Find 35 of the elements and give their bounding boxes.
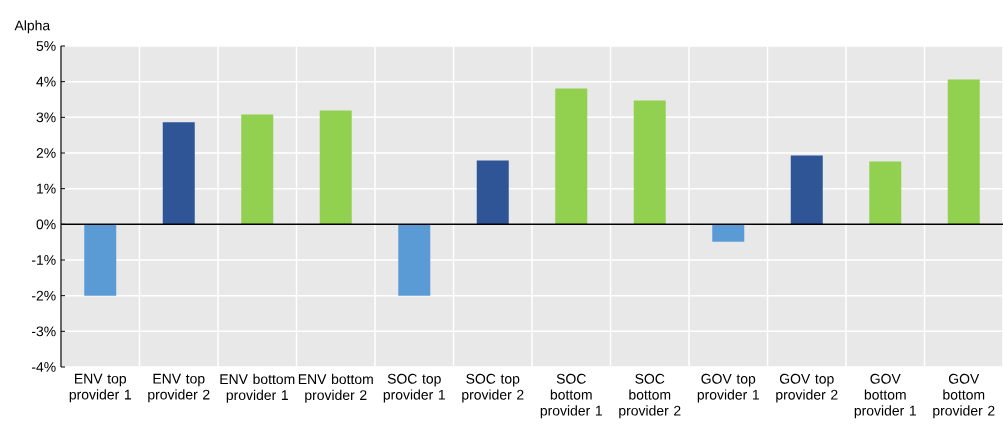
- bar: [947, 79, 980, 225]
- bar: [555, 88, 588, 225]
- x-tick-label: ENV top provider 2: [148, 373, 210, 403]
- bar: [790, 155, 823, 225]
- x-tick-label: ENV bottom provider 1: [220, 373, 295, 403]
- y-tick-label: 0%: [36, 219, 56, 230]
- bar: [476, 160, 509, 225]
- y-tick-label: -1%: [31, 255, 56, 265]
- bar: [869, 161, 902, 225]
- y-tick-label: 5%: [36, 41, 56, 51]
- y-tick-label: -3%: [31, 326, 56, 337]
- x-tick-label: GOV top provider 2: [776, 373, 838, 403]
- y-tick-label: 1%: [37, 183, 56, 194]
- x-tick-label: SOC bottom provider 1: [540, 373, 602, 419]
- y-axis-title: Alpha: [14, 20, 51, 34]
- y-tick-label: 3%: [36, 112, 56, 123]
- bar: [319, 110, 352, 225]
- x-tick-label: ENV top provider 1: [69, 373, 131, 403]
- bar: [398, 224, 431, 296]
- bar: [84, 224, 117, 296]
- y-tick-label: -2%: [31, 290, 56, 301]
- bar: [633, 100, 666, 225]
- y-tick-label: -4%: [31, 362, 56, 372]
- y-tick-label: 4%: [36, 76, 56, 87]
- x-tick-label: SOC top provider 2: [462, 373, 524, 403]
- bar: [162, 122, 195, 225]
- x-tick-label: SOC top provider 1: [383, 373, 445, 403]
- x-tick-label: ENV bottom provider 2: [298, 373, 373, 403]
- bar: [241, 114, 274, 225]
- x-tick-label: SOC bottom provider 2: [619, 373, 681, 419]
- y-tick-label: 2%: [36, 148, 56, 158]
- x-tick-label: GOV top provider 1: [697, 373, 759, 403]
- x-tick-label: GOV bottom provider 1: [854, 373, 916, 419]
- bar: [712, 224, 745, 242]
- x-tick-label: GOV bottom provider 2: [933, 373, 995, 419]
